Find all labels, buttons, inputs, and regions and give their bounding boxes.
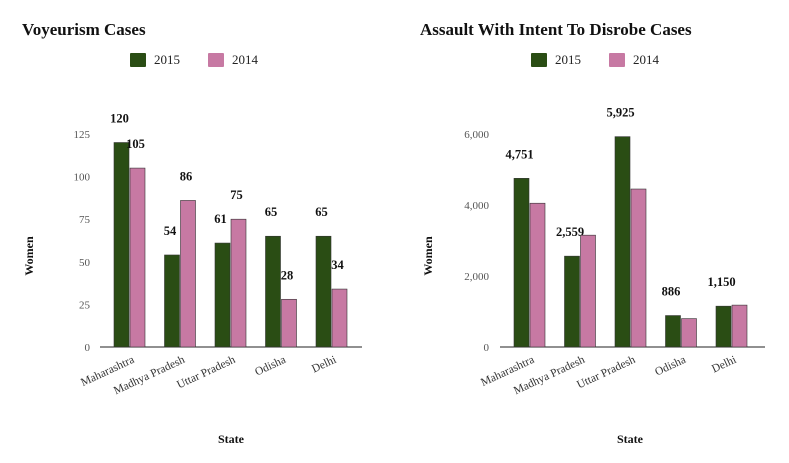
legend-label-2014: 2014: [232, 52, 258, 67]
y-tick-label: 75: [79, 214, 91, 226]
bar-2015-uttar-pradesh: [614, 136, 631, 348]
y-tick-label: 4,000: [464, 200, 489, 212]
bar-2014-maharashtra: [529, 202, 546, 348]
y-tick-label: 6,000: [464, 129, 489, 141]
legend-assault: 2015 2014: [531, 52, 679, 68]
y-tick-label: 0: [85, 342, 91, 354]
legend-label-2015: 2015: [555, 52, 581, 67]
y-axis-title: Women: [22, 236, 36, 276]
y-tick-label: 125: [74, 129, 91, 141]
data-label: 28: [281, 268, 294, 282]
bar-2014-delhi: [731, 304, 748, 348]
bar-2015-maharashtra: [513, 178, 530, 348]
y-tick-label: 0: [484, 342, 490, 354]
bar-2014-odisha: [681, 318, 697, 348]
data-label: 5,925: [606, 106, 634, 120]
bar-2014-uttar-pradesh: [230, 218, 247, 348]
x-axis-title: State: [617, 432, 644, 446]
y-axis-title: Women: [421, 236, 435, 276]
bar-2015-maharashtra: [113, 142, 130, 348]
chart-title-assault: Assault With Intent To Disrobe Cases: [420, 20, 692, 39]
bar-2014-maharashtra: [129, 167, 146, 348]
data-label: 61: [214, 212, 227, 226]
bar-2015-uttar-pradesh: [214, 242, 231, 348]
data-label: 75: [230, 188, 243, 202]
chart-title-voyeurism: Voyeurism Cases: [22, 20, 146, 39]
data-label: 65: [265, 205, 278, 219]
x-tick-label: Uttar Pradesh: [175, 354, 237, 392]
legend-voyeurism: 2015 2014: [130, 52, 278, 68]
x-axis-title: State: [218, 432, 245, 446]
bar-2014-uttar-pradesh: [630, 188, 647, 348]
data-label: 886: [662, 285, 681, 299]
bar-2014-madhya-pradesh: [580, 234, 596, 348]
data-label: 65: [315, 205, 328, 219]
legend-swatch-2015: [130, 53, 146, 67]
bar-2014-delhi: [331, 288, 348, 348]
legend-label-2014: 2014: [633, 52, 659, 67]
x-tick-label: Delhi: [710, 354, 738, 376]
legend-swatch-2014: [208, 53, 224, 67]
legend-swatch-2014: [609, 53, 625, 67]
x-tick-label: Uttar Pradesh: [575, 354, 637, 392]
x-tick-label: Delhi: [310, 354, 338, 376]
bar-2015-madhya-pradesh: [564, 255, 580, 348]
bar-2014-odisha: [281, 298, 297, 348]
legend-label-2015: 2015: [154, 52, 180, 67]
bar-2015-delhi: [715, 305, 732, 348]
y-tick-label: 2,000: [464, 271, 489, 283]
y-tick-label: 25: [79, 299, 91, 311]
data-label: 1,150: [707, 275, 735, 289]
bar-2015-delhi: [315, 235, 332, 348]
bar-2015-odisha: [665, 315, 681, 348]
data-label: 120: [110, 112, 129, 126]
bar-2015-odisha: [265, 235, 281, 348]
y-tick-label: 100: [74, 172, 91, 184]
data-label: 4,751: [505, 147, 533, 161]
legend-swatch-2015: [531, 53, 547, 67]
bar-2015-madhya-pradesh: [164, 254, 180, 348]
data-label: 34: [331, 258, 344, 272]
data-label: 54: [164, 224, 177, 238]
data-label: 105: [126, 137, 145, 151]
y-tick-label: 50: [79, 257, 91, 269]
x-tick-label: Odisha: [253, 354, 288, 379]
bar-2014-madhya-pradesh: [180, 200, 196, 348]
data-label: 86: [180, 169, 193, 183]
x-tick-label: Odisha: [653, 354, 688, 379]
data-label: 2,559: [556, 225, 584, 239]
